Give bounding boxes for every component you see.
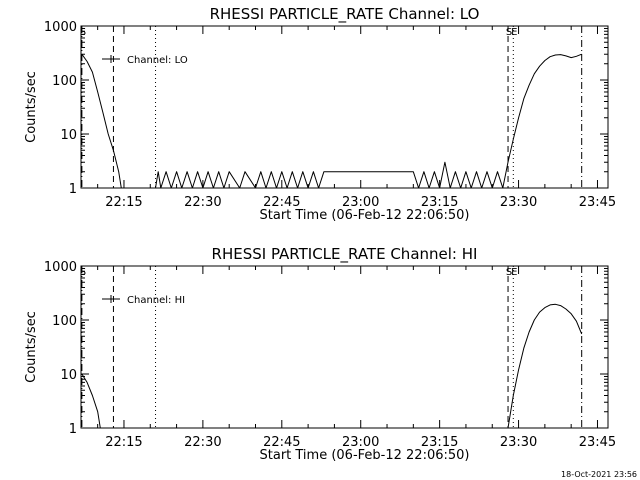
x-axis-label: Start Time (06-Feb-12 22:06:50)	[260, 448, 470, 463]
y-tick-label: 100	[52, 74, 77, 89]
chart-title: RHESSI PARTICLE_RATE Channel: HI	[212, 245, 478, 264]
x-tick-label: 22:30	[184, 195, 221, 210]
event-marker-label: S	[506, 267, 512, 278]
x-axis-label: Start Time (06-Feb-12 22:06:50)	[260, 208, 470, 223]
y-tick-label: 1000	[44, 20, 77, 35]
event-marker-label: E	[511, 27, 517, 38]
x-tick-label: 23:30	[500, 195, 537, 210]
x-tick-label: 22:45	[263, 435, 300, 450]
chart-title: RHESSI PARTICLE_RATE Channel: LO	[210, 5, 480, 24]
lo-channel-chart: RHESSI PARTICLE_RATE Channel: LO 1 10 100 10…	[24, 5, 616, 223]
x-tick-label: 23:00	[342, 195, 379, 210]
x-tick-label: 22:15	[105, 195, 142, 210]
x-tick-label: 22:15	[105, 435, 142, 450]
y-tick-label: 10	[60, 128, 77, 143]
footer-timestamp: 18-Oct-2021 23:56	[561, 470, 637, 479]
y-tick-label: 1	[69, 422, 77, 437]
series-line	[81, 53, 582, 189]
hi-channel-chart: RHESSI PARTICLE_RATE Channel: HI 1 10 100 10…	[24, 245, 616, 463]
y-tick-label: 1000	[44, 260, 77, 275]
x-tick-label: 23:45	[579, 195, 616, 210]
legend-label: Channel: HI	[127, 295, 185, 306]
series-line	[81, 303, 583, 429]
plot-frame	[80, 265, 609, 429]
x-tick-label: 23:45	[579, 435, 616, 450]
y-tick-label: 100	[52, 314, 77, 329]
plot-frame	[80, 25, 609, 189]
event-marker-label: E	[511, 267, 517, 278]
y-axis-label: Counts/sec	[24, 311, 39, 383]
y-tick-label: 10	[60, 368, 77, 383]
x-tick-label: 23:30	[500, 435, 537, 450]
legend-label: Channel: LO	[127, 55, 188, 66]
x-tick-label: 22:30	[184, 435, 221, 450]
x-tick-label: 22:45	[263, 195, 300, 210]
x-tick-label: 23:15	[421, 435, 458, 450]
event-marker-label: S	[80, 267, 86, 278]
x-tick-label: 23:00	[342, 435, 379, 450]
event-marker-label: S	[80, 27, 86, 38]
x-tick-label: 23:15	[421, 195, 458, 210]
event-marker-label: S	[506, 27, 512, 38]
y-tick-label: 1	[69, 182, 77, 197]
y-axis-label: Counts/sec	[24, 71, 39, 143]
